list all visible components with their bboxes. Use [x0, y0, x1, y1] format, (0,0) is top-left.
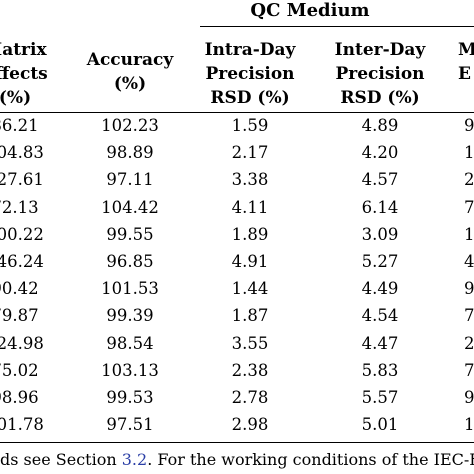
- group-header-rule: [200, 26, 474, 27]
- table-cell: 146.24: [0, 252, 44, 271]
- table-cell: 2.17: [231, 143, 269, 163]
- table-cell: 4.91: [231, 252, 269, 271]
- table-cell: 99.55: [106, 224, 154, 244]
- table-cell: 3.38: [231, 170, 269, 190]
- table-cell: 90.42: [0, 279, 39, 299]
- table-cell: 9: [464, 279, 474, 299]
- group-header-qc-medium: QC Medium: [250, 0, 370, 21]
- table-cell: 7: [464, 360, 474, 380]
- table-cell: 5.27: [361, 252, 399, 271]
- table-cell: 100.22: [0, 224, 44, 244]
- table-cell: 4: [464, 252, 474, 271]
- bottom-rule: [0, 442, 474, 443]
- table-cell: 4.89: [361, 116, 399, 135]
- table-cell: 98.96: [0, 388, 39, 407]
- table-cell: 6.14: [361, 197, 399, 217]
- table-cell: 1.87: [231, 306, 269, 326]
- table-cell: 102.23: [101, 116, 159, 135]
- table-cell: 4.11: [231, 197, 269, 217]
- column-header-intra-day-precision: Intra-Day Precision RSD (%): [204, 40, 296, 108]
- table-cell: 101.78: [0, 415, 44, 435]
- table-cell: 2: [464, 333, 474, 353]
- table-cell: 7: [464, 197, 474, 217]
- table-cell: 1: [464, 415, 474, 435]
- footnote-text-end: . For the working conditions of the IEC-…: [147, 450, 474, 469]
- table-cell: 97.11: [106, 170, 154, 190]
- table-cell: 1: [464, 224, 474, 244]
- column-header-me-partial: M E: [458, 40, 474, 84]
- table-cell: 1.59: [231, 116, 269, 135]
- table-cell: 9: [464, 388, 474, 407]
- table-cell: 3.09: [361, 224, 399, 244]
- table-cell: 99.53: [106, 388, 154, 407]
- table-cell: 9: [464, 116, 474, 135]
- footnote-text: ds see Section: [0, 450, 122, 469]
- table-cell: 2.38: [231, 360, 269, 380]
- table-cell: 104.83: [0, 143, 44, 163]
- table-cell: 101.53: [101, 279, 159, 299]
- table-cell: 86.21: [0, 116, 39, 135]
- table-cell: 79.87: [0, 306, 39, 326]
- column-header-matrix-effects: Matrix Effects (%): [0, 40, 48, 108]
- table-cell: 1.89: [231, 224, 269, 244]
- table-cell: 1.44: [231, 279, 269, 299]
- table-cell: 103.13: [101, 360, 159, 380]
- table-cell: 5.01: [361, 415, 399, 435]
- table-cell: 2.98: [231, 415, 269, 435]
- table-cell: 2: [464, 170, 474, 190]
- table-cell: 98.54: [106, 333, 154, 353]
- table-cell: 124.98: [0, 333, 44, 353]
- table-cell: 5.57: [361, 388, 399, 407]
- table-cell: 3.55: [231, 333, 269, 353]
- table-cell: 2.78: [231, 388, 269, 407]
- table-cell: 75.02: [0, 360, 39, 380]
- column-header-accuracy: Accuracy (%): [86, 50, 174, 94]
- table-cell: 4.57: [361, 170, 399, 190]
- table-cell: 5.83: [361, 360, 399, 380]
- footnote: ds see Section 3.2. For the working cond…: [0, 450, 474, 469]
- table-cell: 98.89: [106, 143, 154, 163]
- table-cell: 97.51: [106, 415, 154, 435]
- table-cell: 127.61: [0, 170, 44, 190]
- section-link[interactable]: 3.2: [121, 450, 148, 469]
- table-cell: 4.54: [361, 306, 399, 326]
- table-cell: 7: [464, 306, 474, 326]
- table-cell: 99.39: [106, 306, 154, 326]
- table-cell: 4.49: [361, 279, 399, 299]
- table-cell: 96.85: [106, 252, 154, 271]
- header-rule: [0, 112, 474, 113]
- table-cell: 1: [464, 143, 474, 163]
- column-header-inter-day-precision: Inter-Day Precision RSD (%): [334, 40, 426, 108]
- table-cell: 4.20: [361, 143, 399, 163]
- table-cell: 104.42: [101, 197, 159, 217]
- table-cell: 4.47: [361, 333, 399, 353]
- table-cell: 72.13: [0, 197, 39, 217]
